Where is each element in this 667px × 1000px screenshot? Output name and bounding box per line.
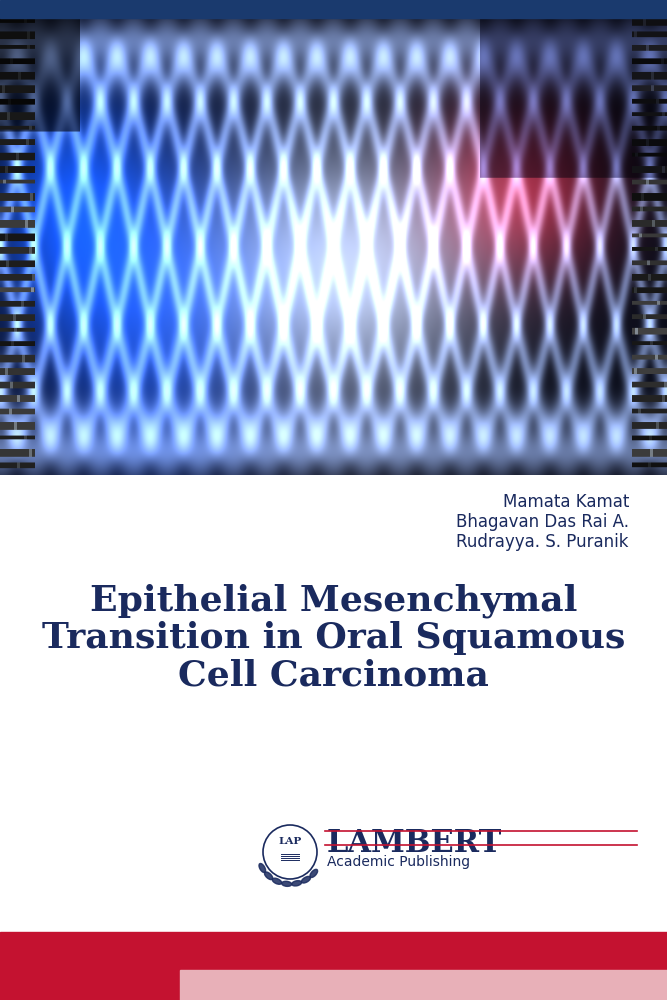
Ellipse shape: [259, 863, 265, 873]
Ellipse shape: [310, 869, 317, 877]
Text: Mamata Kamat: Mamata Kamat: [503, 493, 629, 511]
Bar: [180, 970, 667, 1000]
Text: LAMBERT: LAMBERT: [327, 828, 502, 859]
Bar: [0, 932, 667, 1000]
Text: Transition in Oral Squamous: Transition in Oral Squamous: [42, 621, 625, 655]
Bar: [0, 0, 667, 18]
Text: Cell Carcinoma: Cell Carcinoma: [178, 659, 489, 693]
Ellipse shape: [281, 881, 291, 886]
Ellipse shape: [291, 881, 301, 886]
Ellipse shape: [272, 878, 281, 884]
Ellipse shape: [301, 876, 311, 883]
Bar: [0, 475, 667, 932]
Ellipse shape: [265, 872, 273, 880]
Text: Academic Publishing: Academic Publishing: [327, 855, 470, 869]
Text: Epithelial Mesenchymal: Epithelial Mesenchymal: [90, 583, 577, 617]
Text: Rudrayya. S. Puranik: Rudrayya. S. Puranik: [456, 533, 629, 551]
Text: Bhagavan Das Rai A.: Bhagavan Das Rai A.: [456, 513, 629, 531]
Text: LAP: LAP: [278, 838, 301, 846]
